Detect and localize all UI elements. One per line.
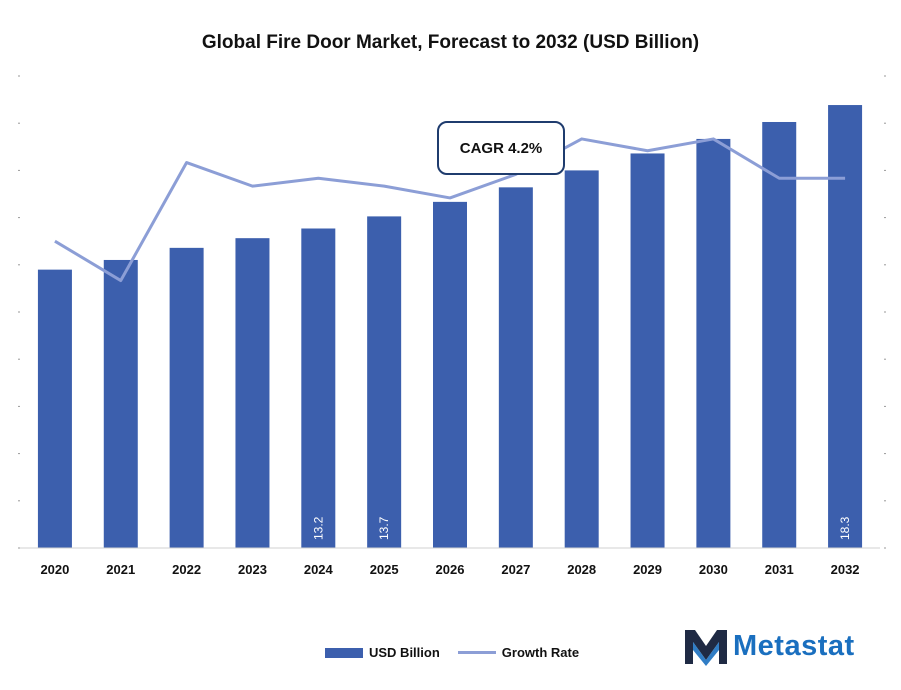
x-tick-label-2026: 2026 (436, 562, 465, 577)
data-labels: 13.2 13.7 18.3 (311, 516, 852, 540)
bar-2021[interactable] (103, 259, 138, 548)
bar-2030[interactable] (696, 138, 731, 548)
data-label-2024: 13.2 (311, 516, 325, 540)
legend-item-line[interactable]: Growth Rate (457, 645, 580, 660)
metastat-logo-icon (685, 630, 727, 666)
left-tick-mark (18, 311, 20, 313)
left-tick-mark (18, 453, 20, 455)
legend-swatch-bar (325, 647, 363, 658)
legend-swatch-line (457, 651, 496, 654)
right-tick-mark (884, 217, 886, 219)
bar-2020[interactable] (37, 269, 72, 548)
x-tick-label-2025: 2025 (370, 562, 399, 577)
legend-item-bars[interactable]: USD Billion (325, 645, 440, 660)
right-axis-ticks (884, 75, 886, 549)
bar-2032[interactable] (828, 105, 863, 549)
x-axis-labels: 2020 2021 2022 2023 2024 2025 2026 2027 2028 2029… (40, 562, 859, 577)
bar-2028[interactable] (564, 170, 599, 548)
right-tick-mark (884, 75, 886, 77)
data-label-2025: 13.7 (377, 516, 391, 540)
logo-text: Metastat (733, 629, 855, 662)
right-tick-mark (884, 405, 886, 407)
right-tick-mark (884, 169, 886, 171)
x-tick-label-2023: 2023 (238, 562, 267, 577)
x-tick-label-2032: 2032 (831, 562, 860, 577)
x-tick-label-2021: 2021 (106, 562, 135, 577)
left-tick-mark (18, 217, 20, 219)
right-tick-mark (884, 500, 886, 502)
left-tick-mark (18, 169, 20, 171)
bar-2027[interactable] (498, 187, 533, 549)
left-tick-mark (18, 264, 20, 266)
right-tick-mark (884, 122, 886, 124)
bar-2025[interactable] (367, 216, 402, 548)
legend-label-bars: USD Billion (369, 645, 440, 660)
right-tick-mark (884, 453, 886, 455)
chart-title: Global Fire Door Market, Forecast to 203… (201, 32, 700, 53)
growth-rate-series (54, 137, 846, 283)
right-tick-mark (884, 264, 886, 266)
data-label-2032: 18.3 (838, 516, 852, 540)
x-tick-label-2031: 2031 (765, 562, 794, 577)
left-axis-ticks (18, 75, 20, 549)
left-tick-mark (18, 75, 20, 77)
x-tick-label-2029: 2029 (633, 562, 662, 577)
legend-label-line: Growth Rate (501, 645, 580, 660)
bar-2026[interactable] (433, 201, 467, 548)
left-tick-mark (18, 122, 20, 124)
x-tick-label-2030: 2030 (699, 562, 728, 577)
legend: USD Billion Growth Rate (325, 645, 597, 660)
x-tick-label-2022: 2022 (172, 562, 201, 577)
metastat-logo: Metastat (683, 626, 855, 666)
left-tick-mark (18, 405, 20, 407)
right-tick-mark (884, 358, 886, 360)
x-tick-label-2027: 2027 (501, 562, 530, 577)
left-tick-mark (18, 500, 20, 502)
cagr-annotation: CAGR 4.2% (437, 121, 565, 175)
right-tick-mark (884, 311, 886, 313)
bar-2022[interactable] (169, 247, 204, 548)
bar-2023[interactable] (235, 238, 270, 548)
right-tick-mark (884, 547, 886, 549)
x-tick-label-2024: 2024 (304, 562, 334, 577)
left-tick-mark (18, 358, 20, 360)
bar-2029[interactable] (630, 153, 665, 548)
bar-2031[interactable] (762, 121, 797, 548)
x-tick-label-2028: 2028 (567, 562, 596, 577)
x-tick-label-2020: 2020 (40, 562, 69, 577)
bar-2024[interactable] (301, 228, 336, 548)
left-tick-mark (18, 547, 20, 549)
